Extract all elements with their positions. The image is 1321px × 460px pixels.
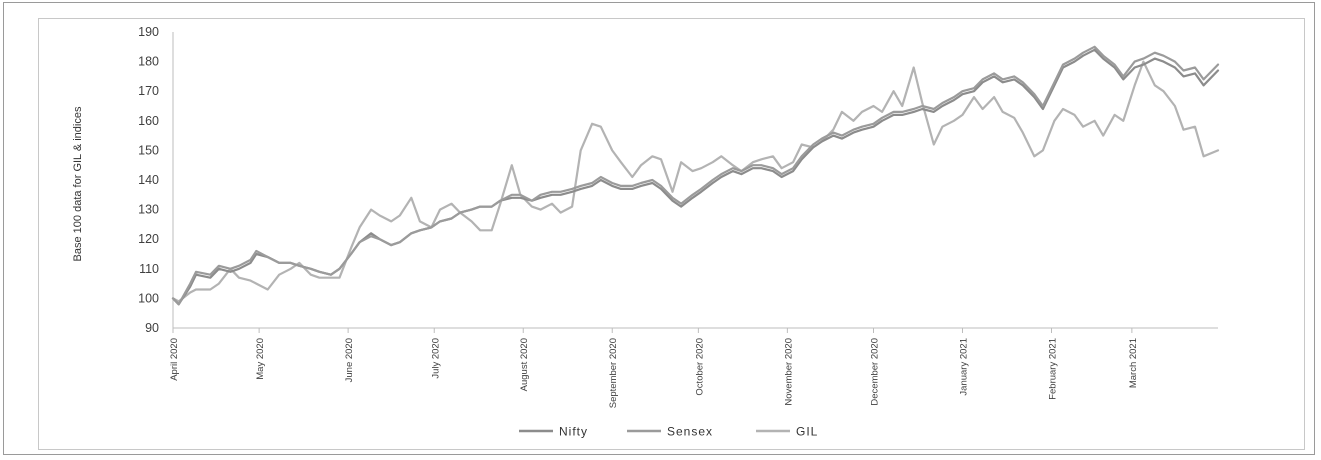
x-tick-label: November 2020	[783, 338, 794, 406]
x-axis: April 2020 May 2020 June 2020 July 2020 Augu…	[169, 327, 1218, 408]
series-line-sensex	[171, 45, 1220, 306]
x-tick-label: April 2020	[169, 338, 180, 381]
chart-frame	[3, 2, 1315, 455]
x-tick-label: March 2021	[1128, 338, 1139, 388]
y-tick-label: 100	[138, 291, 159, 305]
x-tick-label: January 2021	[958, 338, 969, 396]
x-tick-label: June 2020	[344, 338, 355, 382]
y-tick-label: 90	[145, 321, 159, 335]
y-tick-label: 150	[138, 143, 159, 157]
y-tick-label: 180	[138, 55, 159, 69]
legend-label-nifty: Nifty	[559, 425, 588, 439]
series-line-gil	[171, 60, 1220, 303]
x-tick-label: September 2020	[608, 338, 619, 408]
x-tick-label: December 2020	[869, 338, 880, 406]
y-tick-label: 190	[138, 25, 159, 39]
series-line-nifty	[171, 48, 1220, 306]
y-tick-label: 140	[138, 173, 159, 187]
legend-label-sensex: Sensex	[667, 425, 713, 439]
x-tick-label: February 2021	[1047, 338, 1058, 400]
x-tick-label: May 2020	[255, 338, 266, 380]
legend: Nifty Sensex GIL	[519, 425, 818, 439]
y-axis: 90 100 110 120 130 140 150 160 170 180 190	[138, 25, 174, 335]
x-tick-label: October 2020	[694, 338, 705, 396]
y-tick-label: 160	[138, 114, 159, 128]
x-tick-label: July 2020	[430, 338, 441, 379]
series-layer	[171, 45, 1220, 306]
y-tick-label: 130	[138, 203, 159, 217]
x-tick-label: August 2020	[519, 338, 530, 391]
y-tick-label: 110	[139, 262, 159, 276]
legend-label-gil: GIL	[796, 425, 818, 439]
chart-area	[38, 18, 1305, 450]
y-tick-label: 120	[138, 232, 159, 246]
y-axis-label: Base 100 data for GIL & indices	[72, 106, 84, 261]
y-tick-label: 170	[138, 84, 159, 98]
